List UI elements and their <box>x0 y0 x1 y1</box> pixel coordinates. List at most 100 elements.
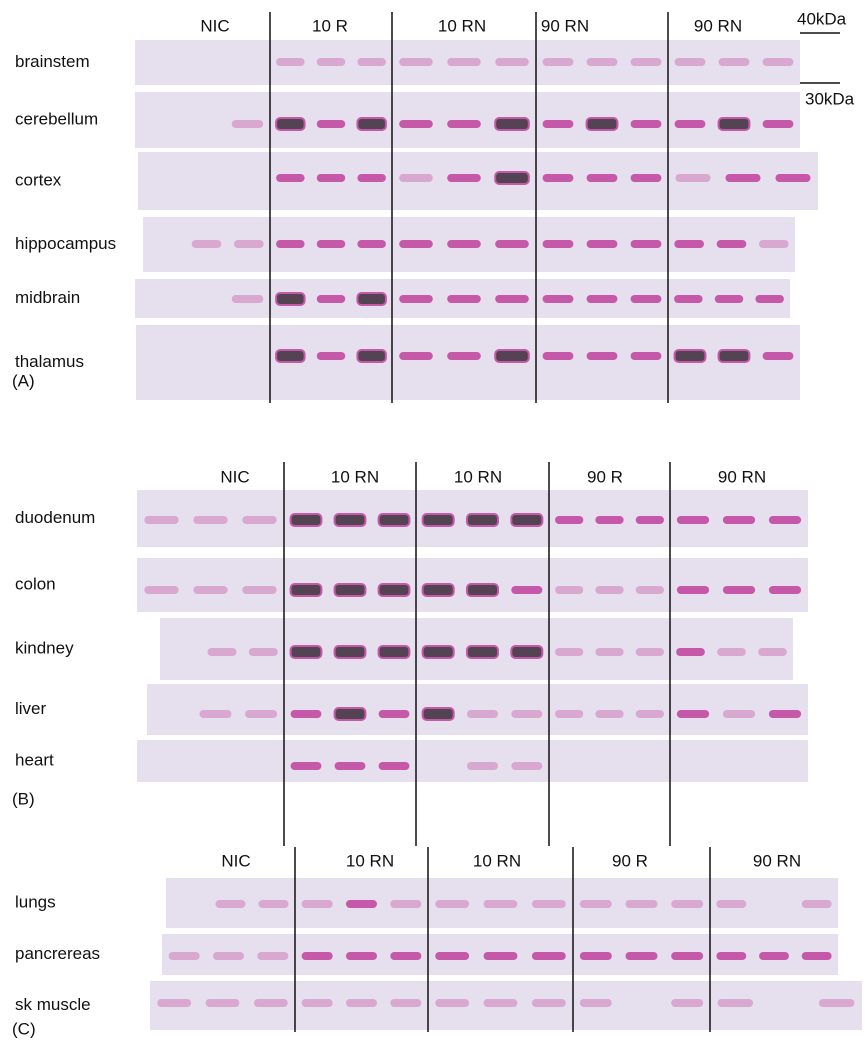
band <box>580 952 612 960</box>
group-header: 10 RN <box>438 16 486 35</box>
band <box>357 118 385 130</box>
band <box>144 586 178 594</box>
band <box>626 952 658 960</box>
band <box>399 58 433 66</box>
group-header: NIC <box>200 16 229 35</box>
band <box>675 350 706 362</box>
band <box>587 295 618 303</box>
band <box>758 648 787 656</box>
marker-label: 40kDa <box>797 9 847 28</box>
band <box>715 295 743 303</box>
band <box>555 648 583 656</box>
band <box>495 172 529 184</box>
band <box>716 952 746 960</box>
blot-strip <box>147 684 808 735</box>
band <box>200 710 232 718</box>
band <box>242 586 276 594</box>
band <box>399 352 433 360</box>
band <box>390 900 421 908</box>
band <box>335 762 366 770</box>
tissue-label: cortex <box>15 170 62 189</box>
band <box>423 708 454 720</box>
group-header: 10 RN <box>454 467 502 486</box>
band <box>335 646 366 658</box>
band <box>671 952 703 960</box>
band <box>587 352 618 360</box>
band <box>346 900 377 908</box>
band <box>631 295 662 303</box>
band <box>671 900 703 908</box>
band <box>723 586 755 594</box>
band <box>555 516 583 524</box>
band <box>399 295 433 303</box>
band <box>776 174 811 182</box>
tissue-label: brainstem <box>15 52 90 71</box>
band <box>335 584 366 596</box>
band <box>484 999 518 1007</box>
figure: 40kDa 30kDa brainstemcerebellumcortexhip… <box>0 0 867 1043</box>
band <box>193 516 227 524</box>
band <box>580 900 612 908</box>
band <box>379 762 410 770</box>
group-header: 90 RN <box>694 16 742 35</box>
group-header: 90 RN <box>541 16 589 35</box>
group-header: 90 RN <box>718 467 766 486</box>
band <box>676 174 711 182</box>
band <box>543 58 574 66</box>
band <box>769 710 801 718</box>
band <box>206 999 240 1007</box>
band <box>674 295 702 303</box>
tissue-label: duodenum <box>15 508 95 527</box>
band <box>511 586 542 594</box>
band <box>390 999 421 1007</box>
band <box>435 999 469 1007</box>
band <box>379 514 410 526</box>
band <box>447 174 481 182</box>
band <box>335 514 366 526</box>
band <box>302 999 333 1007</box>
tissue-label: heart <box>15 750 54 769</box>
band <box>276 118 304 130</box>
band <box>291 646 322 658</box>
band <box>484 952 518 960</box>
band <box>532 900 566 908</box>
band <box>543 295 574 303</box>
group-header: 10 RN <box>346 851 394 870</box>
band <box>543 240 574 248</box>
band <box>399 240 433 248</box>
band <box>232 295 264 303</box>
band <box>595 516 623 524</box>
tissue-label: kindney <box>15 638 74 657</box>
band <box>317 352 345 360</box>
band <box>759 240 789 248</box>
band <box>636 586 664 594</box>
band <box>447 352 481 360</box>
band <box>555 710 583 718</box>
band <box>423 584 454 596</box>
band <box>495 240 529 248</box>
band <box>717 240 747 248</box>
group-header: 90 R <box>587 467 623 486</box>
band <box>626 900 658 908</box>
band <box>144 516 178 524</box>
band <box>543 120 574 128</box>
band <box>631 174 662 182</box>
band <box>495 118 529 130</box>
band <box>208 648 237 656</box>
band <box>467 646 498 658</box>
band <box>543 174 574 182</box>
band <box>495 58 529 66</box>
band <box>399 120 433 128</box>
band <box>193 586 227 594</box>
band <box>763 120 794 128</box>
band <box>587 174 618 182</box>
band <box>677 710 709 718</box>
band <box>379 710 410 718</box>
band <box>587 58 618 66</box>
group-header: NIC <box>220 467 249 486</box>
band <box>726 174 761 182</box>
band <box>631 240 662 248</box>
band <box>769 516 801 524</box>
tissue-label: sk muscle <box>15 995 91 1014</box>
band <box>595 648 623 656</box>
